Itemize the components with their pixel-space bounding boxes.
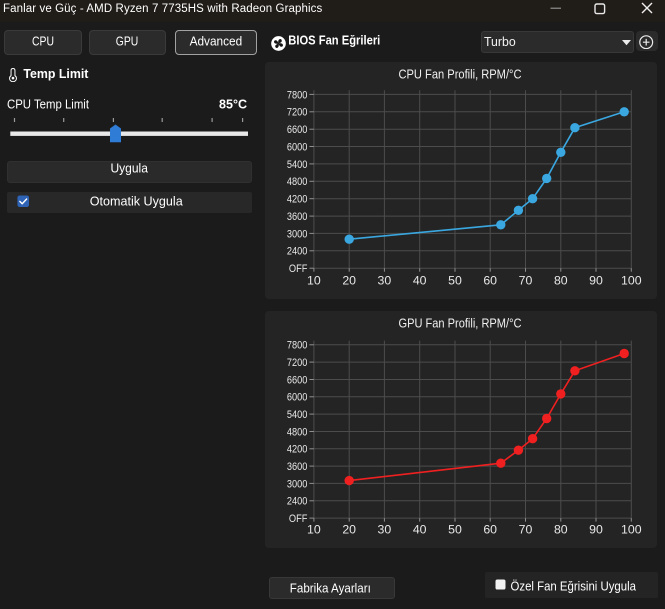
svg-text:Temp Limit: Temp Limit [23,66,89,81]
svg-text:3600: 3600 [287,461,308,473]
svg-text:6000: 6000 [287,141,308,153]
svg-text:90: 90 [589,522,603,536]
svg-text:70: 70 [519,274,533,288]
svg-text:6600: 6600 [287,124,308,136]
svg-text:3600: 3600 [287,211,308,223]
svg-text:2400: 2400 [287,495,308,507]
svg-text:80: 80 [554,274,568,288]
svg-text:30: 30 [378,522,392,536]
svg-text:20: 20 [342,522,356,536]
svg-text:85°C: 85°C [219,96,248,111]
svg-text:4800: 4800 [287,176,308,188]
svg-text:OFF: OFF [289,513,308,525]
svg-text:7800: 7800 [287,339,308,351]
svg-text:70: 70 [519,522,533,536]
svg-text:100: 100 [621,522,642,536]
svg-text:20: 20 [342,274,356,288]
svg-text:GPU Fan Profili, RPM/°C: GPU Fan Profili, RPM/°C [399,316,522,330]
svg-text:GPU: GPU [116,34,139,48]
svg-text:40: 40 [413,522,427,536]
svg-text:OFF: OFF [289,263,308,275]
svg-text:50: 50 [448,522,462,536]
svg-text:4800: 4800 [287,426,308,438]
svg-text:100: 100 [621,274,642,288]
svg-text:40: 40 [413,274,427,288]
svg-text:7800: 7800 [287,89,308,101]
svg-text:2400: 2400 [287,246,308,258]
svg-text:4200: 4200 [287,443,308,455]
svg-text:6600: 6600 [287,374,308,386]
svg-text:3000: 3000 [287,228,308,240]
svg-text:Advanced: Advanced [190,34,243,48]
svg-text:CPU Temp Limit: CPU Temp Limit [7,97,89,112]
svg-text:7200: 7200 [287,107,308,119]
svg-text:Turbo: Turbo [484,34,516,49]
svg-text:80: 80 [554,522,568,536]
svg-text:6000: 6000 [287,391,308,403]
svg-text:Uygula: Uygula [110,161,148,176]
svg-text:90: 90 [589,274,603,288]
svg-text:CPU Fan Profili, RPM/°C: CPU Fan Profili, RPM/°C [399,68,522,82]
svg-text:CPU: CPU [32,34,54,48]
svg-text:5400: 5400 [287,159,308,171]
svg-text:30: 30 [378,274,392,288]
svg-text:BIOS Fan Eğrileri: BIOS Fan Eğrileri [288,33,380,48]
svg-text:Fabrika Ayarları: Fabrika Ayarları [290,580,371,595]
svg-text:5400: 5400 [287,409,308,421]
svg-text:60: 60 [483,522,497,536]
svg-text:4200: 4200 [287,194,308,206]
svg-text:10: 10 [307,522,321,536]
svg-text:3000: 3000 [287,478,308,490]
svg-text:60: 60 [483,274,497,288]
svg-text:7200: 7200 [287,357,308,369]
svg-text:50: 50 [448,274,462,288]
svg-text:10: 10 [307,274,321,288]
svg-text:Özel Fan Eğrisini Uygula: Özel Fan Eğrisini Uygula [511,578,637,593]
svg-text:Otomatik Uygula: Otomatik Uygula [90,194,184,209]
